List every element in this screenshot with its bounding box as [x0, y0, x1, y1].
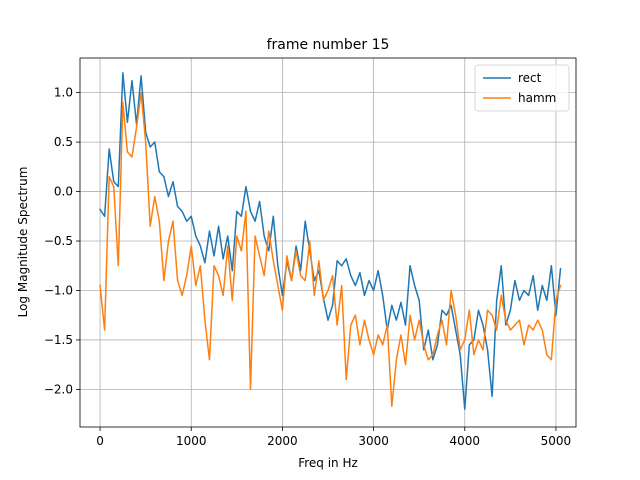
x-tick-label: 3000: [358, 434, 389, 448]
x-tick-label: 0: [96, 434, 104, 448]
y-tick-label: −1.5: [44, 333, 73, 347]
y-tick-label: 0.0: [54, 185, 73, 199]
x-tick-label: 5000: [541, 434, 572, 448]
legend: rect hamm: [474, 64, 570, 112]
axes-frame: [79, 57, 577, 428]
legend-box: [474, 64, 570, 112]
x-tick-label: 1000: [176, 434, 207, 448]
legend-label-rect: rect: [518, 71, 542, 85]
legend-label-hamm: hamm: [518, 91, 556, 105]
x-axis-label: Freq in Hz: [298, 456, 358, 470]
x-tick-label: 4000: [449, 434, 480, 448]
y-tick-label: 0.5: [54, 135, 73, 149]
series-layer: [99, 72, 562, 410]
y-tick-label: −1.0: [44, 283, 73, 297]
grid: [80, 58, 576, 427]
x-tick-label: 2000: [267, 434, 298, 448]
series-line-rect: [99, 72, 562, 410]
y-tick-label: −0.5: [44, 234, 73, 248]
y-tick-label: −2.0: [44, 382, 73, 396]
y-axis-label: Log Magnitude Spectrum: [16, 167, 30, 318]
series-line-hamm: [99, 91, 562, 407]
y-tick-label: 1.0: [54, 86, 73, 100]
axis-ticks: 0 1000 2000 3000 4000 5000 −2.0 −1.5 −1.0 −0.5 0.0…: [44, 86, 571, 448]
chart-title: frame number 15: [267, 37, 390, 53]
